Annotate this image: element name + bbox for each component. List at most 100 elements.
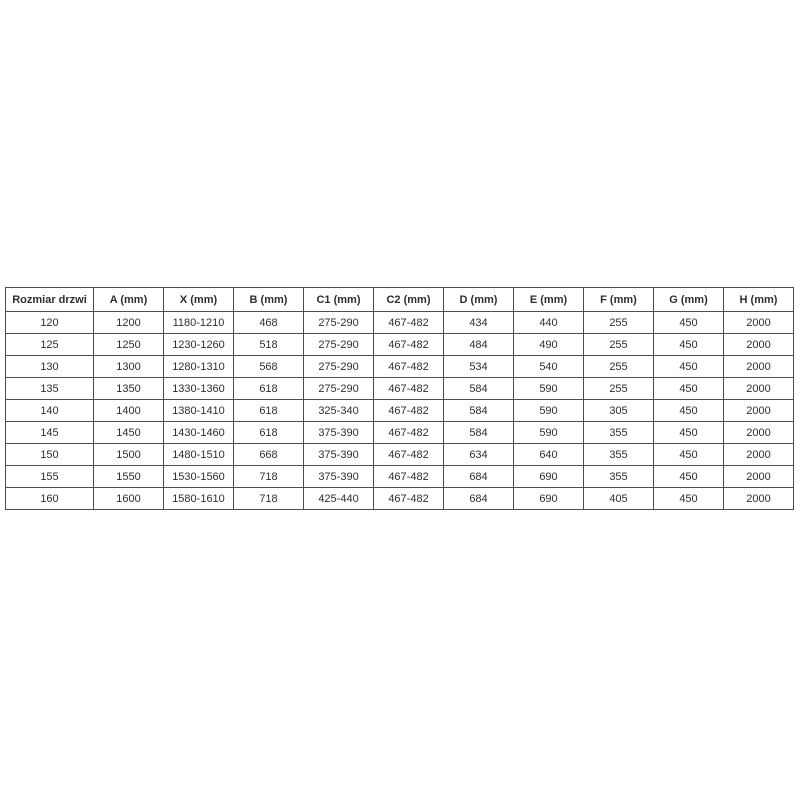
cell: 425-440 [303, 487, 374, 510]
cell: 1450 [93, 421, 164, 444]
cell: 590 [513, 399, 584, 422]
cell: 1580-1610 [163, 487, 234, 510]
cell: 584 [443, 399, 514, 422]
cell: 467-482 [373, 487, 444, 510]
cell: 255 [583, 355, 654, 378]
table-row: 160 1600 1580-1610 718 425-440 467-482 684 690 4… [5, 487, 794, 510]
column-header: D (mm) [443, 287, 514, 312]
cell: 450 [653, 377, 724, 400]
cell: 135 [5, 377, 94, 400]
cell: 1500 [93, 443, 164, 466]
cell: 145 [5, 421, 94, 444]
cell: 590 [513, 421, 584, 444]
cell: 150 [5, 443, 94, 466]
cell: 467-482 [373, 421, 444, 444]
cell: 305 [583, 399, 654, 422]
cell: 120 [5, 311, 94, 334]
cell: 2000 [723, 443, 794, 466]
column-header: H (mm) [723, 287, 794, 312]
cell: 255 [583, 333, 654, 356]
cell: 1380-1410 [163, 399, 234, 422]
cell: 450 [653, 443, 724, 466]
cell: 467-482 [373, 377, 444, 400]
column-header: F (mm) [583, 287, 654, 312]
cell: 160 [5, 487, 94, 510]
cell: 355 [583, 443, 654, 466]
cell: 2000 [723, 421, 794, 444]
cell: 375-390 [303, 421, 374, 444]
cell: 668 [233, 443, 304, 466]
column-header: A (mm) [93, 287, 164, 312]
cell: 684 [443, 487, 514, 510]
cell: 468 [233, 311, 304, 334]
cell: 1200 [93, 311, 164, 334]
cell: 325-340 [303, 399, 374, 422]
cell: 450 [653, 311, 724, 334]
cell: 490 [513, 333, 584, 356]
cell: 634 [443, 443, 514, 466]
cell: 618 [233, 421, 304, 444]
cell: 1400 [93, 399, 164, 422]
cell: 1330-1360 [163, 377, 234, 400]
cell: 130 [5, 355, 94, 378]
cell: 568 [233, 355, 304, 378]
cell: 450 [653, 333, 724, 356]
cell: 140 [5, 399, 94, 422]
cell: 467-482 [373, 399, 444, 422]
cell: 1180-1210 [163, 311, 234, 334]
column-header: G (mm) [653, 287, 724, 312]
cell: 2000 [723, 355, 794, 378]
table-row: 135 1350 1330-1360 618 275-290 467-482 584 590 2… [5, 377, 794, 400]
cell: 275-290 [303, 333, 374, 356]
column-header: X (mm) [163, 287, 234, 312]
cell: 1550 [93, 465, 164, 488]
cell: 255 [583, 311, 654, 334]
cell: 1280-1310 [163, 355, 234, 378]
cell: 450 [653, 399, 724, 422]
cell: 690 [513, 465, 584, 488]
cell: 467-482 [373, 465, 444, 488]
cell: 534 [443, 355, 514, 378]
table-row: 155 1550 1530-1560 718 375-390 467-482 684 690 3… [5, 465, 794, 488]
cell: 540 [513, 355, 584, 378]
cell: 275-290 [303, 311, 374, 334]
table-head: Rozmiar drzwi A (mm) X (mm) B (mm) C1 (mm) C2… [5, 287, 794, 312]
cell: 1430-1460 [163, 421, 234, 444]
cell: 2000 [723, 487, 794, 510]
cell: 125 [5, 333, 94, 356]
column-header: Rozmiar drzwi [5, 287, 94, 312]
cell: 640 [513, 443, 584, 466]
cell: 684 [443, 465, 514, 488]
cell: 2000 [723, 399, 794, 422]
cell: 467-482 [373, 333, 444, 356]
cell: 450 [653, 465, 724, 488]
cell: 155 [5, 465, 94, 488]
cell: 375-390 [303, 443, 374, 466]
cell: 2000 [723, 465, 794, 488]
cell: 405 [583, 487, 654, 510]
cell: 450 [653, 487, 724, 510]
table-body: 120 1200 1180-1210 468 275-290 467-482 434 440 2… [5, 311, 794, 510]
table-row: 120 1200 1180-1210 468 275-290 467-482 434 440 2… [5, 311, 794, 334]
cell: 1600 [93, 487, 164, 510]
cell: 450 [653, 355, 724, 378]
cell: 450 [653, 421, 724, 444]
door-size-spec-table: Rozmiar drzwi A (mm) X (mm) B (mm) C1 (mm) C2… [5, 287, 794, 510]
table-row: 130 1300 1280-1310 568 275-290 467-482 534 540 2… [5, 355, 794, 378]
cell: 434 [443, 311, 514, 334]
cell: 375-390 [303, 465, 374, 488]
cell: 618 [233, 399, 304, 422]
cell: 467-482 [373, 311, 444, 334]
cell: 440 [513, 311, 584, 334]
table-row: 125 1250 1230-1260 518 275-290 467-482 484 490 2… [5, 333, 794, 356]
cell: 690 [513, 487, 584, 510]
cell: 584 [443, 421, 514, 444]
cell: 1300 [93, 355, 164, 378]
table-row: 140 1400 1380-1410 618 325-340 467-482 584 590 3… [5, 399, 794, 422]
header-row: Rozmiar drzwi A (mm) X (mm) B (mm) C1 (mm) C2… [5, 287, 794, 312]
cell: 718 [233, 465, 304, 488]
door-size-spec-table-container: Rozmiar drzwi A (mm) X (mm) B (mm) C1 (mm) C2… [5, 287, 794, 510]
cell: 1350 [93, 377, 164, 400]
table-row: 150 1500 1480-1510 668 375-390 467-482 634 640 3… [5, 443, 794, 466]
